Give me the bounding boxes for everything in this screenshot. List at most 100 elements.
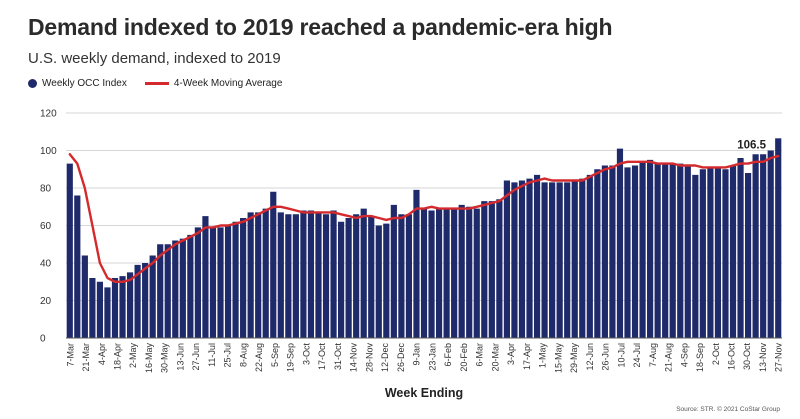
bar	[609, 165, 616, 338]
x-tick-label: 4-Sep	[679, 343, 689, 367]
bar	[383, 223, 390, 338]
bar	[451, 208, 458, 338]
x-tick-label: 2-May	[128, 342, 138, 368]
bar	[74, 195, 81, 338]
y-tick-label: 40	[40, 259, 52, 270]
x-tick-label: 18-Sep	[695, 343, 705, 372]
bar	[594, 169, 601, 338]
bar	[322, 214, 330, 338]
bar	[669, 163, 676, 338]
bar	[209, 227, 217, 338]
bar	[518, 180, 526, 338]
bar	[549, 182, 556, 338]
bar	[481, 201, 488, 338]
bar	[579, 178, 586, 338]
bar	[338, 221, 345, 338]
bar	[247, 212, 254, 338]
x-tick-label: 27-Jun	[191, 343, 201, 371]
x-tick-label: 21-Aug	[664, 343, 674, 372]
x-tick-label: 25-Jul	[223, 343, 233, 368]
x-tick-label: 6-Mar	[475, 343, 485, 367]
x-tick-label: 3-Oct	[301, 342, 311, 365]
bar	[330, 210, 337, 338]
x-tick-label: 11-Jul	[207, 343, 217, 367]
bar	[81, 255, 88, 338]
x-tick-label: 18-Apr	[113, 343, 123, 370]
bar	[775, 138, 782, 338]
x-tick-label: 13-Nov	[758, 343, 768, 373]
bar	[699, 169, 706, 338]
bar	[556, 182, 563, 338]
x-tick-label: 15-May	[553, 342, 563, 373]
bar	[368, 216, 375, 338]
bar	[66, 163, 73, 338]
x-tick-label: 30-May	[160, 342, 170, 373]
legend-item-moving-average: 4-Week Moving Average	[144, 78, 282, 89]
bar	[586, 174, 593, 338]
x-tick-label: 17-Apr	[522, 343, 532, 370]
x-tick-label: 7-Aug	[648, 343, 658, 367]
x-tick-label: 20-Feb	[459, 343, 469, 372]
x-tick-label: 20-Mar	[490, 343, 500, 372]
x-tick-label: 8-Aug	[238, 343, 248, 367]
bar	[96, 281, 104, 338]
x-tick-label: 3-Apr	[506, 343, 516, 365]
x-tick-label: 16-Oct	[727, 343, 737, 371]
bar	[217, 227, 224, 338]
bar	[360, 208, 367, 338]
bar	[752, 154, 759, 338]
bar	[737, 158, 744, 338]
bar	[466, 206, 473, 338]
bar	[164, 244, 171, 338]
bar	[194, 227, 201, 338]
chart-title: Demand indexed to 2019 reached a pandemi…	[28, 14, 613, 40]
bar	[624, 167, 631, 338]
x-tick-label: 24-Jul	[632, 343, 642, 368]
data-label-peak: 106.5	[737, 139, 766, 151]
bar	[601, 165, 608, 338]
bar	[119, 276, 126, 338]
x-tick-label: 26-Dec	[396, 343, 406, 373]
bar	[353, 214, 360, 338]
bar	[662, 163, 669, 338]
bar	[473, 208, 480, 338]
bar	[285, 214, 292, 338]
bar	[187, 234, 194, 338]
x-tick-label: 14-Nov	[349, 343, 359, 373]
bar	[420, 208, 428, 338]
x-tick-label: 23-Jan	[427, 343, 437, 371]
bar	[639, 161, 646, 338]
x-tick-label: 26-Jun	[601, 343, 611, 371]
bar	[435, 208, 443, 338]
x-tick-label: 22-Aug	[254, 343, 264, 372]
bar	[496, 199, 503, 338]
bar	[564, 182, 571, 338]
legend: Weekly OCC Index 4-Week Moving Average	[28, 78, 282, 89]
bar	[142, 263, 149, 338]
bar	[300, 210, 307, 338]
moving-average-line	[68, 153, 780, 283]
x-tick-label: 5-Sep	[270, 343, 280, 367]
bar	[631, 165, 639, 338]
bar	[202, 216, 209, 338]
bar	[526, 178, 533, 338]
bar	[458, 204, 465, 338]
bar	[292, 214, 299, 338]
x-tick-label: 16-May	[144, 343, 154, 374]
y-tick-label: 60	[40, 221, 52, 232]
y-tick-label: 20	[40, 296, 52, 307]
x-tick-label: 31-Oct	[333, 342, 343, 370]
bar	[255, 212, 262, 338]
bar	[224, 225, 232, 338]
bar	[126, 272, 134, 338]
bar	[398, 214, 405, 338]
x-tick-label: 27-Nov	[774, 342, 784, 372]
bar	[707, 167, 714, 338]
bar	[616, 148, 624, 338]
bar	[277, 212, 284, 338]
bar	[511, 182, 518, 338]
bar	[677, 163, 684, 338]
bar	[654, 163, 661, 338]
bar	[571, 180, 578, 338]
legend-item-weekly-occ: Weekly OCC Index	[28, 78, 127, 89]
